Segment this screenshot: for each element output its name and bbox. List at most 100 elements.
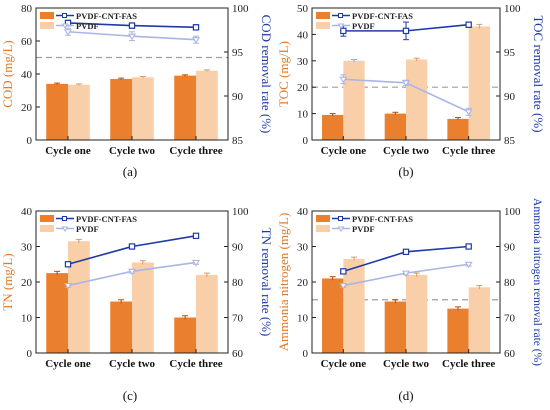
left-tick-label: 40 [21,69,33,81]
left-tick-label: 20 [21,102,33,114]
bar-pvdf [343,60,365,140]
y2-axis-title: COD removal rate (%) [259,15,274,134]
chart-panel-d: 0 10 20 30 40 60 70 80 90 100 Cycle one Cycle two Cy… [276,198,543,403]
y-axis-title: Ammonia nitrogen (mg/L) [276,213,291,352]
rate-marker-triangle [339,283,348,290]
legend-label: PVDF [352,224,375,234]
legend-label: PVDF-CNT-FAS [76,11,137,21]
panel-caption: (a) [123,164,137,179]
rate-marker-square [128,22,136,29]
rate-marker-square [340,27,347,35]
bar-pvdf [132,262,154,353]
left-tick-label: 10 [297,313,309,325]
bar-pvdf-cnt-fas [174,317,196,353]
category-label: Cycle one [321,145,367,157]
right-tick-label: 80 [504,277,516,289]
left-tick-label: 0 [303,135,309,147]
rate-marker-square [402,248,410,256]
legend-label: PVDF-CNT-FAS [352,214,413,224]
rate-marker-triangle [464,109,473,116]
left-tick-label: 0 [303,348,309,360]
right-tick-label: 70 [232,313,244,325]
bar-pvdf [196,274,218,353]
rate-marker-square [128,243,136,250]
legend-label: PVDF [352,21,375,31]
bar-pvdf [196,70,218,140]
bar-pvdf [468,287,490,353]
category-label: Cycle three [169,145,222,157]
left-tick-label: 60 [21,36,33,48]
y-axis-title: TN (mg/L) [0,253,15,310]
rate-marker-triangle [464,261,473,269]
legend-swatch-bar [316,22,330,29]
bar-pvdf-cnt-fas [384,301,406,353]
right-tick-label: 90 [504,242,516,254]
bar-pvdf-cnt-fas [174,75,196,140]
right-tick-label: 60 [232,348,244,360]
rate-marker-triangle [64,29,72,36]
panel-caption: (b) [398,164,413,179]
category-label: Cycle two [383,358,430,370]
y2-axis-title: TOC removal rate (%) [531,15,546,132]
left-tick-label: 40 [21,206,33,218]
bar-pvdf [132,77,154,140]
legend-swatch-bar [316,225,330,232]
left-tick-label: 0 [27,348,33,360]
y-axis-title: TOC (mg/L) [276,41,291,107]
bar-pvdf-cnt-fas [110,301,132,353]
right-tick-label: 95 [232,47,244,59]
left-tick-label: 10 [21,313,33,325]
right-tick-label: 100 [504,206,521,218]
left-tick-label: 0 [27,135,33,147]
right-tick-label: 100 [232,3,249,15]
rate-marker-square [465,243,472,250]
y-axis-title: COD (mg/L) [0,40,15,108]
legend-marker [61,23,69,29]
legend-swatch-bar [40,22,54,29]
right-tick-label: 90 [232,242,244,254]
panel-caption: (c) [123,388,137,403]
legend-label: PVDF [76,21,99,31]
left-tick-label: 20 [297,82,309,94]
legend-marker [338,216,343,221]
bar-pvdf-cnt-fas [322,114,344,140]
right-tick-label: 85 [504,135,516,147]
right-tick-label: 70 [504,313,516,325]
bar-pvdf-cnt-fas [384,113,406,140]
left-tick-label: 20 [21,277,33,289]
panel-caption: (d) [398,388,413,403]
rate-marker-square [192,24,200,31]
right-tick-label: 100 [232,206,249,218]
bar-pvdf [468,26,490,141]
legend-swatch-bar [316,215,330,222]
left-tick-label: 30 [297,56,309,68]
right-tick-label: 80 [232,277,244,289]
legend-marker [337,226,345,232]
y2-axis-title: Ammonia nitrogen removal rate (%) [531,198,543,366]
category-label: Cycle two [383,145,430,157]
rate-marker-triangle [339,76,348,84]
legend-swatch-bar [316,12,330,19]
rate-marker-triangle [192,37,200,44]
bar-pvdf-cnt-fas [46,273,68,353]
bar-pvdf-cnt-fas [447,118,469,140]
bar-pvdf-cnt-fas [322,278,344,353]
rate-marker-square [402,27,410,35]
right-tick-label: 85 [232,135,244,147]
legend-marker [338,13,343,18]
bar-pvdf [68,84,90,140]
legend-swatch-bar [40,225,54,232]
legend-label: PVDF-CNT-FAS [76,214,137,224]
category-label: Cycle two [109,145,156,157]
rate-marker-triangle [128,33,136,41]
legend-marker [62,216,67,221]
bar-pvdf [68,241,90,353]
bar-pvdf-cnt-fas [110,78,132,140]
chart-panel-b: 0 10 20 30 40 50 85 90 95 100 Cycle one Cycle two Cy… [276,3,546,179]
legend-marker [337,23,345,29]
rate-marker-triangle [128,268,136,276]
right-tick-label: 95 [504,47,516,59]
left-tick-label: 50 [297,3,309,15]
rate-marker-triangle [64,283,72,290]
